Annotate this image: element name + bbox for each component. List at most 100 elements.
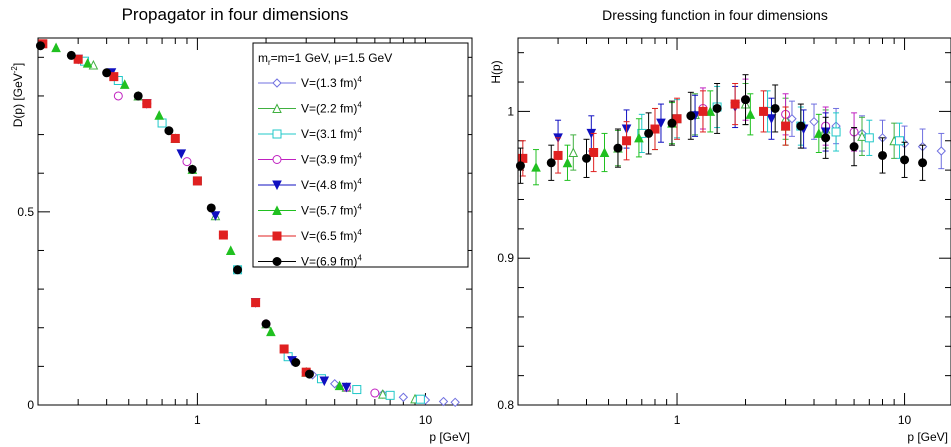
right-data-point xyxy=(644,128,654,138)
right-data-marks xyxy=(515,74,946,186)
legend-label-text: V=(6.5 fm) xyxy=(301,229,357,243)
left-ylabel-end: ] xyxy=(11,63,25,66)
right-data-point xyxy=(821,133,831,143)
legend-header-m: m xyxy=(258,51,268,65)
right-data-point xyxy=(613,143,623,153)
legend-label: V=(6.9 fm)4 xyxy=(301,254,362,269)
legend-label-sup: 4 xyxy=(357,126,362,135)
right-data-point xyxy=(809,116,819,127)
left-data-point xyxy=(279,344,289,354)
right-data-point xyxy=(849,142,859,152)
legend-label: V=(2.2 fm)4 xyxy=(301,101,362,116)
legend-label-sup: 4 xyxy=(357,177,362,186)
right-data-point xyxy=(759,106,769,116)
left-data-point xyxy=(73,54,83,64)
left-data-point xyxy=(304,369,314,379)
left-data-point xyxy=(82,57,93,68)
left-data-point xyxy=(218,230,228,240)
legend-entry: V=(6.5 fm)4 xyxy=(258,228,362,243)
left-series-0 xyxy=(307,370,460,408)
legend-label-sup: 4 xyxy=(357,101,362,110)
left-ylabel-main: D(p) [GeV xyxy=(11,73,25,127)
right-data-point xyxy=(796,121,806,131)
left-data-point xyxy=(170,133,180,143)
legend-marker xyxy=(272,180,282,191)
left-data-point xyxy=(182,157,192,167)
legend-marker xyxy=(272,155,282,164)
right-data-point xyxy=(787,114,797,124)
legend-label-text: V=(3.1 fm) xyxy=(301,127,357,141)
left-data-point xyxy=(450,397,460,408)
left-data-point xyxy=(154,110,165,120)
left-y-tick-label: 0 xyxy=(27,398,34,412)
left-data-marks xyxy=(35,39,460,408)
left-data-point xyxy=(142,99,152,109)
left-data-point xyxy=(187,164,197,174)
right-data-point xyxy=(562,157,573,168)
left-x-axis-label: p [GeV] xyxy=(429,430,470,444)
legend-entry: V=(3.9 fm)4 xyxy=(258,152,362,167)
legend: mr=m=1 GeV, μ=1.5 GeV V=(1.3 fm)4V=(2.2 … xyxy=(252,42,469,269)
legend-marker xyxy=(272,129,282,139)
left-data-point xyxy=(329,379,340,389)
legend-marker xyxy=(272,257,282,266)
legend-label-text: V=(3.9 fm) xyxy=(301,153,357,167)
left-data-point xyxy=(291,358,301,368)
right-data-point xyxy=(705,106,716,116)
left-data-point xyxy=(176,149,187,160)
left-data-point xyxy=(385,390,395,400)
legend-marker xyxy=(272,205,282,215)
legend-entry: V=(2.2 fm)4 xyxy=(258,101,362,116)
right-series-7 xyxy=(515,74,928,184)
right-x-tick-label: 1 xyxy=(674,413,681,427)
legend-label-text: V=(6.9 fm) xyxy=(301,255,357,269)
right-data-point xyxy=(831,127,841,137)
right-data-point xyxy=(650,124,660,134)
legend-label-sup: 4 xyxy=(357,254,362,263)
legend-label-text: V=(5.7 fm) xyxy=(301,204,357,218)
legend-label-text: V=(1.3 fm) xyxy=(301,76,357,90)
left-plot-frame xyxy=(37,37,473,406)
left-data-point xyxy=(192,176,202,186)
right-data-point xyxy=(900,155,910,165)
right-chart-title: Dressing function in four dimensions xyxy=(602,7,828,23)
right-data-point xyxy=(745,109,756,119)
right-data-point xyxy=(515,161,525,171)
left-data-point xyxy=(266,326,276,337)
right-axis-ticks: 1 10 0.8 0.9 1 xyxy=(497,38,951,427)
left-data-point xyxy=(398,392,409,402)
right-series-3 xyxy=(698,78,859,152)
left-data-point xyxy=(133,91,143,101)
left-data-point xyxy=(251,298,261,308)
legend-entry: V=(3.1 fm)4 xyxy=(258,126,362,141)
right-data-point xyxy=(581,153,591,163)
right-series-1 xyxy=(568,83,899,171)
panel-propagator: Propagator in four dimensions 1 10 0 0.5 D(… xyxy=(10,5,473,444)
right-data-point xyxy=(622,136,632,146)
right-plot-frame xyxy=(517,37,951,406)
legend-label-text: V=(4.8 fm) xyxy=(301,178,357,192)
right-x-axis-label: p [GeV] xyxy=(907,430,948,444)
right-data-point xyxy=(672,114,682,124)
right-data-point xyxy=(741,95,751,105)
left-data-point xyxy=(233,265,243,275)
left-y-tick-label: 0.5 xyxy=(17,205,34,219)
legend-label: V=(6.5 fm)4 xyxy=(301,228,362,243)
legend-label-sup: 4 xyxy=(357,228,362,237)
right-data-point xyxy=(568,147,579,158)
right-data-point xyxy=(864,133,874,143)
right-data-point xyxy=(686,111,696,121)
legend-entry: V=(5.7 fm)4 xyxy=(258,203,362,218)
legend-label-sup: 4 xyxy=(357,203,362,212)
left-data-point xyxy=(210,211,221,221)
right-data-point xyxy=(894,136,904,146)
right-y-tick-label: 0.8 xyxy=(497,398,514,412)
legend-label-text: V=(2.2 fm) xyxy=(301,102,357,116)
legend-label: V=(4.8 fm)4 xyxy=(301,177,362,192)
right-data-point xyxy=(599,147,610,158)
right-y-tick-label: 1 xyxy=(507,104,514,118)
left-series-7 xyxy=(35,41,314,379)
legend-label: V=(3.1 fm)4 xyxy=(301,126,362,141)
left-data-point xyxy=(225,245,236,255)
left-data-point xyxy=(261,319,271,329)
